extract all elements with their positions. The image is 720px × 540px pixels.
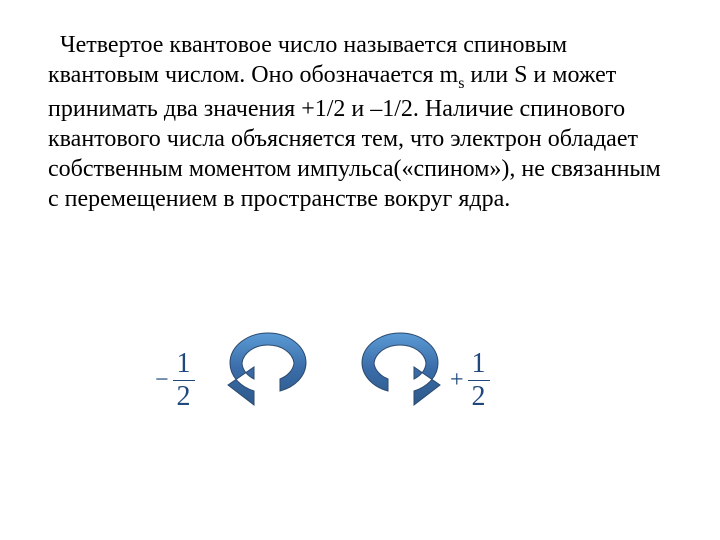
clockwise-arrow-icon — [218, 325, 318, 425]
plus-half-fraction: + 1 2 — [450, 350, 490, 411]
plus-sign: + — [450, 367, 464, 394]
minus-half-fraction: − 1 2 — [155, 350, 195, 411]
spin-diagram: − 1 2 — [0, 310, 720, 490]
minus-sign: − — [155, 367, 169, 394]
main-paragraph: Четвертое квантовое число называется спи… — [48, 30, 672, 214]
slide-content: Четвертое квантовое число называется спи… — [0, 0, 720, 214]
denominator-left: 2 — [173, 380, 195, 411]
fraction-right: 1 2 — [468, 350, 490, 411]
counterclockwise-arrow-icon — [350, 325, 450, 425]
numerator-left: 1 — [173, 350, 195, 380]
fraction-left: 1 2 — [173, 350, 195, 411]
denominator-right: 2 — [468, 380, 490, 411]
numerator-right: 1 — [468, 350, 490, 380]
